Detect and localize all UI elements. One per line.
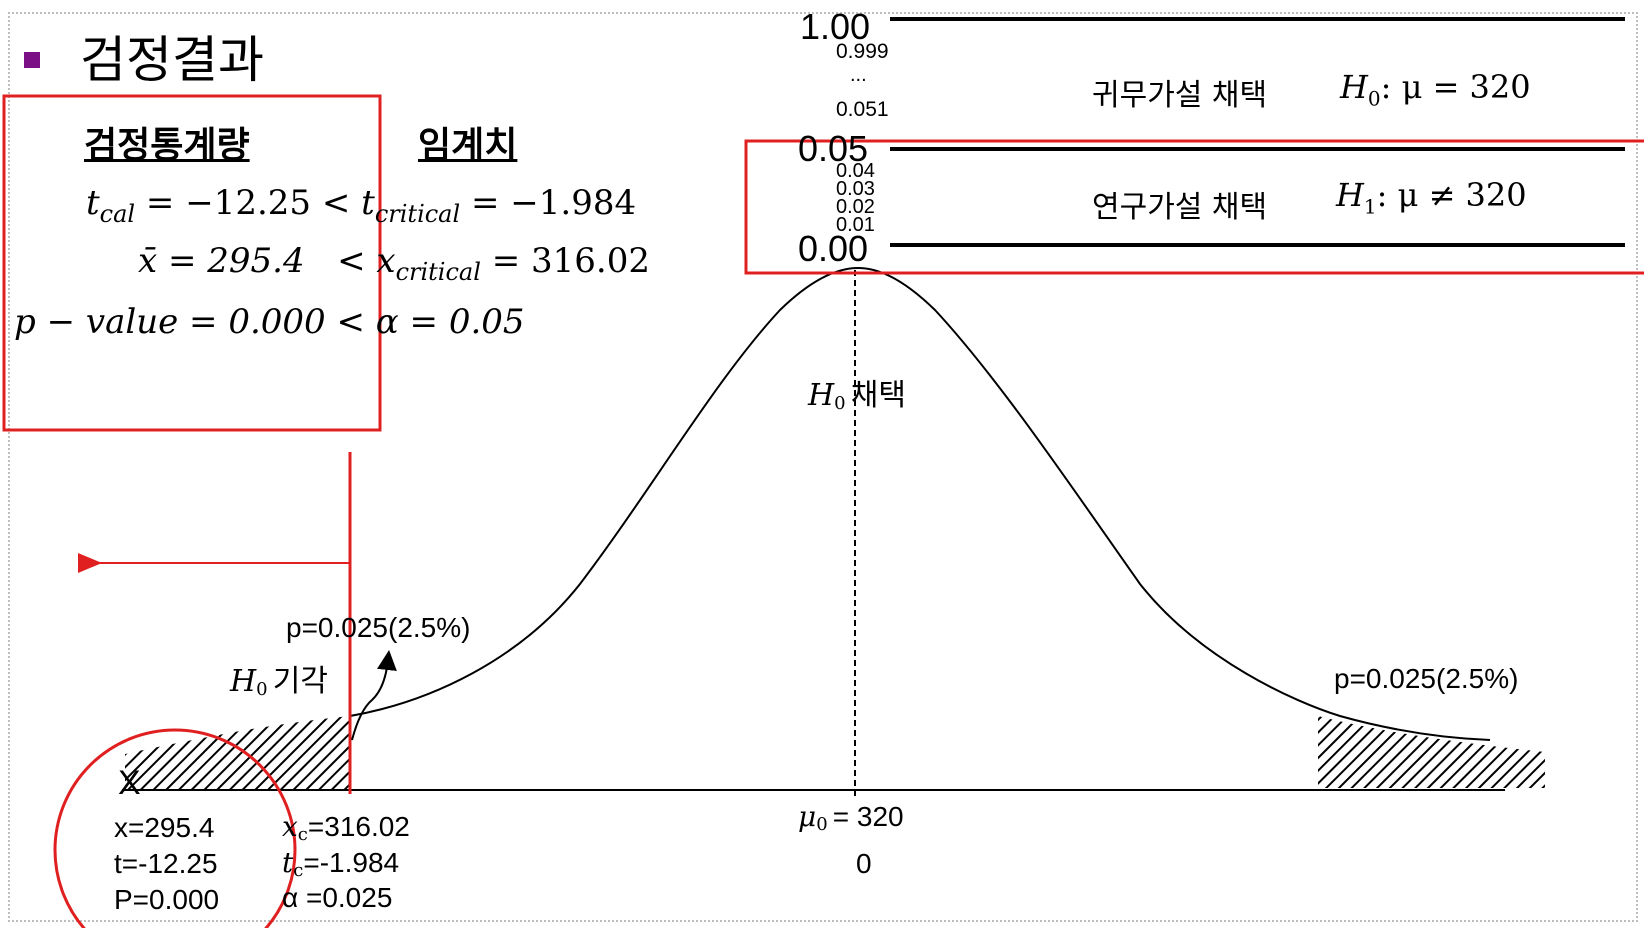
critical-value-header: 임계치	[418, 125, 518, 166]
null-hypothesis-label: H0: μ = 320	[1340, 68, 1531, 111]
t-statistic-equation: tcal = −12.25 < tcritical = −1.984	[86, 183, 637, 228]
scale-tick-0-01: 0.01	[836, 214, 875, 236]
right-tail-p-label: p=0.025(2.5%)	[1334, 663, 1519, 694]
scale-tick-0-04: 0.04	[836, 160, 875, 182]
tail-pointer-arrow	[351, 650, 397, 741]
mu0-label: μ0 = 320	[798, 800, 904, 836]
slide-title: 검정결과	[80, 31, 264, 89]
left-tail-area	[125, 716, 350, 790]
scale-tick-0-00: 0.00	[798, 228, 869, 269]
scale-tick-0-05: 0.05	[798, 128, 869, 169]
scale-tick-1-00: 1.00	[800, 6, 871, 47]
scale-tick-0-999: 0.999	[836, 40, 889, 63]
observed-value-highlight-circle	[53, 728, 297, 928]
scale-tick-0-051: 0.051	[836, 98, 889, 121]
p-value-equation: p − value = 0.000 < α = 0.05	[14, 302, 525, 342]
observed-x-value: x=295.4	[114, 812, 215, 843]
normal-curve	[349, 266, 1491, 741]
scale-tick-ellipsis: ...	[850, 64, 867, 86]
rejection-region-highlight-box	[744, 139, 1644, 275]
scale-tick-0-02: 0.02	[836, 196, 875, 218]
observed-p-value: P=0.000	[114, 884, 220, 915]
h0-accept-label: H0 채택	[808, 378, 906, 415]
accept-alternative-label: 연구가설 채택	[1092, 190, 1268, 225]
observed-x-marker: X	[118, 764, 141, 802]
h0-reject-label: H0 기각	[230, 664, 328, 701]
retain-null-label: 귀무가설 채택	[1092, 78, 1268, 113]
observed-t-value: t=-12.25	[114, 848, 218, 879]
bullet-square-icon	[24, 52, 40, 68]
critical-x-value: xc=316.02	[282, 810, 410, 846]
test-statistic-highlight-box	[2, 94, 382, 432]
slide-border	[8, 12, 1638, 922]
alternative-hypothesis-label: H1: μ ≠ 320	[1336, 176, 1527, 219]
xbar-equation: x̄ = 295.4 < xcritical = 316.02	[138, 241, 650, 286]
critical-t-value: tc=-1.984	[282, 846, 400, 882]
right-tail-area	[1318, 716, 1545, 788]
alpha-value: α =0.025	[282, 882, 393, 913]
center-z-label: 0	[856, 848, 872, 879]
left-tail-p-label: p=0.025(2.5%)	[286, 612, 471, 643]
scale-tick-0-03: 0.03	[836, 178, 875, 200]
test-statistic-header: 검정통계량	[84, 125, 250, 166]
